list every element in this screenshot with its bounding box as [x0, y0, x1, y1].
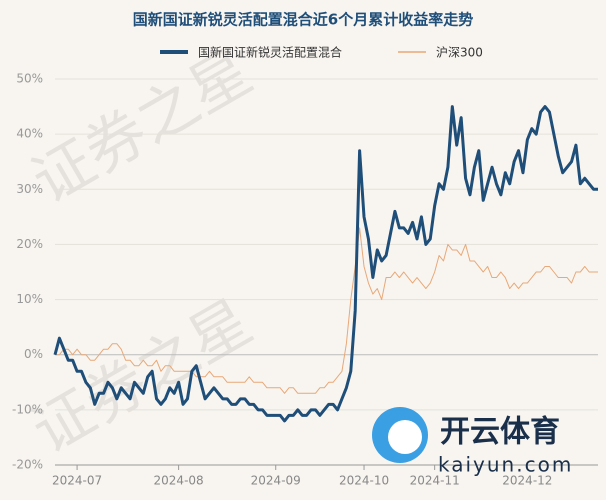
y-tick-label: 40%: [16, 127, 43, 141]
watermark: 证券之星: [21, 287, 264, 468]
y-tick-label: -20%: [12, 458, 43, 472]
y-tick-label: 20%: [16, 237, 43, 251]
series-line: [55, 227, 598, 394]
y-tick-label: 0%: [24, 347, 43, 361]
x-tick-label: 2024-10: [339, 474, 389, 488]
legend-label: 沪深300: [436, 46, 483, 60]
x-tick-label: 2024-11: [410, 474, 460, 488]
legend-label: 国新国证新锐灵活配置混合: [198, 45, 342, 60]
x-tick-label: 2024-07: [52, 474, 102, 488]
series-line: [53, 105, 598, 423]
logo-text: 开云体育: [440, 415, 560, 450]
x-tick-label: 2024-12: [502, 474, 552, 488]
chart-title: 国新国证新锐灵活配置混合近6个月累计收益率走势: [133, 11, 473, 29]
logo-ball: [388, 420, 422, 454]
logo-url: kaiyun.com: [438, 453, 573, 477]
grid: -20% -10% 0% 10% 20% 30% 40% 50% 2024-07 2024-08 2…: [12, 72, 598, 488]
x-tick-label: 2024-08: [154, 474, 204, 488]
y-tick-label: -10%: [12, 402, 43, 416]
y-tick-label: 10%: [16, 292, 43, 306]
watermark-group: 证券之星 证券之星: [21, 37, 264, 468]
watermark: 证券之星: [21, 37, 264, 218]
logo: 开云体育 kaiyun.com: [372, 407, 573, 477]
x-tick-label: 2024-09: [251, 474, 301, 488]
y-tick-label: 50%: [16, 72, 43, 86]
y-tick-label: 30%: [16, 182, 43, 196]
